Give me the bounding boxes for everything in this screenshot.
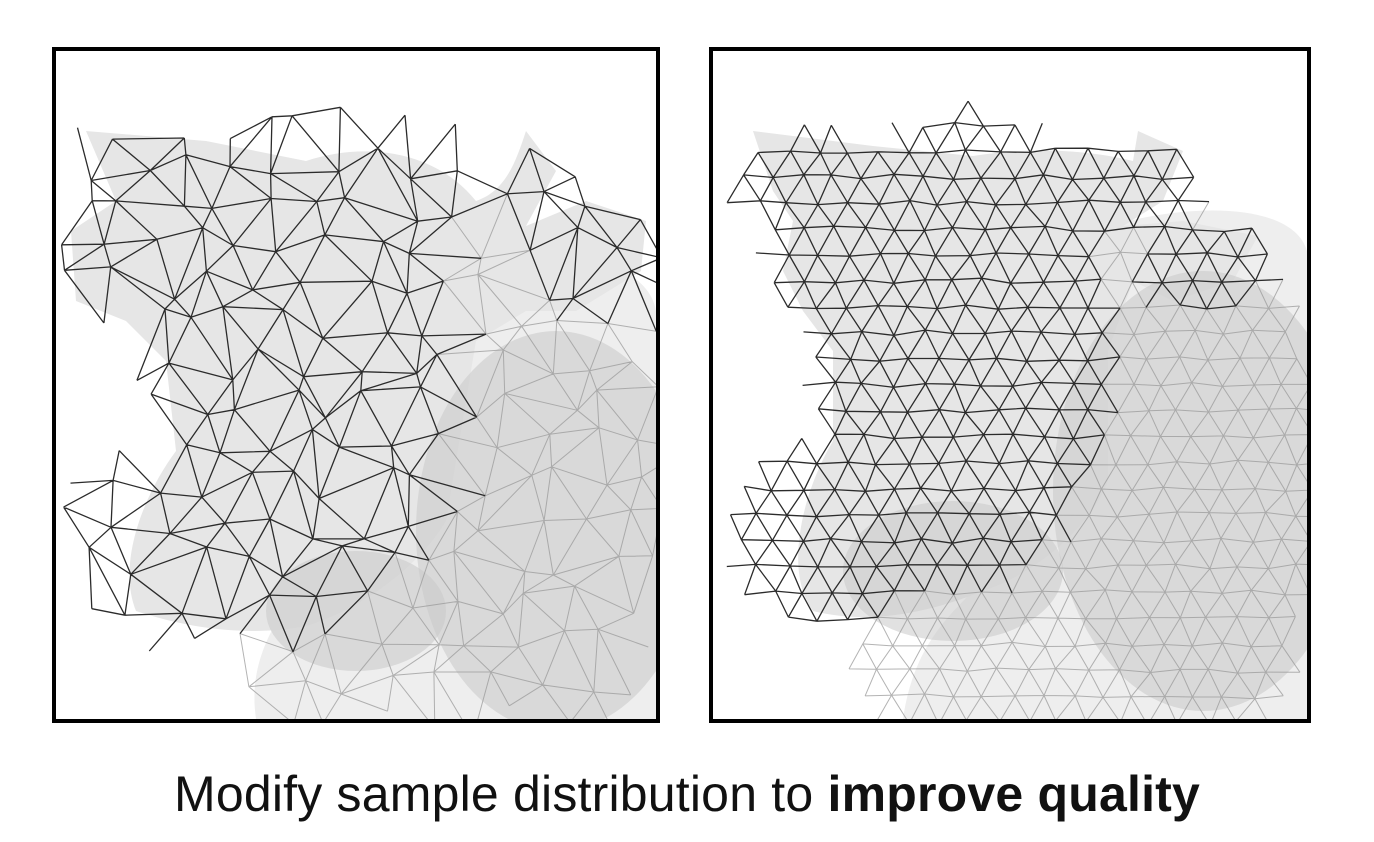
cow-coarse-mesh — [60, 106, 656, 719]
coarse-mesh-panel — [52, 47, 660, 723]
refined-mesh-panel — [709, 47, 1311, 723]
caption-bold: improve quality — [827, 766, 1201, 822]
caption-regular: Modify sample distribution to — [173, 766, 828, 822]
caption: Modify sample distribution to improve qu… — [0, 765, 1374, 823]
cow-refined-mesh — [726, 100, 1307, 719]
